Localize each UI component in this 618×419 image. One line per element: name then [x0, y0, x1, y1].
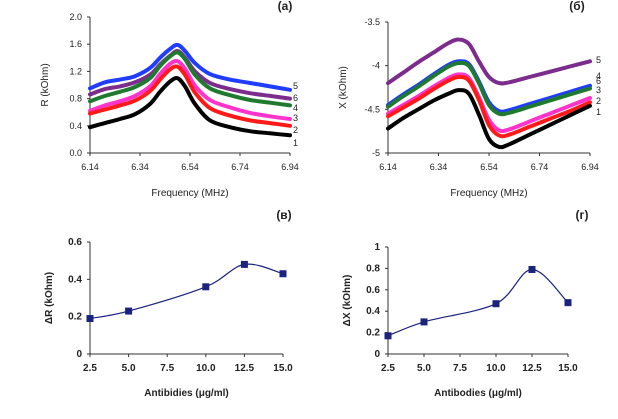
series-label: 1	[596, 107, 601, 117]
series-line-1	[89, 263, 284, 320]
panel-b-reactance-chart: 6.14 6.34 6.54 6.74 6.94 -5 -4.5 -4 -3.5 Frequenc…	[338, 0, 601, 199]
series-line-5	[386, 37, 592, 86]
x-axis-title: Antibodies (μg/ml)	[434, 388, 522, 399]
x-tick-label: 6.34	[430, 162, 448, 172]
series-label: 6	[293, 93, 298, 103]
x-tick-label: 6.94	[581, 162, 599, 172]
series-line-5	[88, 42, 292, 92]
panel-a-resistance-chart: 6.14 6.34 6.54 6.74 6.94 0.0 0.4 0.8 1.2 1.6 2.0 Fr…	[40, 0, 299, 199]
y-tick-label: 0	[374, 349, 380, 360]
series-line-6	[386, 60, 592, 117]
data-point-marker	[420, 318, 428, 326]
x-tick-label: 2.5	[83, 363, 97, 374]
x-tick-label: 12.5	[235, 363, 255, 374]
y-tick-label: 0.4	[69, 121, 82, 131]
series-line-2	[386, 74, 592, 139]
series-label: 3	[596, 85, 601, 95]
series-line-1	[387, 268, 569, 337]
series-line-3	[88, 58, 292, 121]
y-tick-label: 1.2	[69, 66, 82, 76]
y-tick-label: -4.5	[364, 104, 380, 114]
panel-label: (а)	[278, 0, 293, 13]
y-tick-label: 0.2	[68, 312, 82, 323]
data-point-marker	[384, 332, 392, 340]
x-tick-label: 6.94	[281, 162, 299, 172]
series-label: 3	[293, 113, 298, 123]
y-axis-title: X (kOhm)	[338, 66, 349, 109]
y-tick-label: -3.5	[364, 17, 380, 27]
series-label: 6	[596, 76, 601, 86]
y-tick-label: -4	[372, 61, 380, 71]
series-label: 5	[293, 81, 298, 91]
x-tick-label: 6.74	[531, 162, 549, 172]
series-line-2	[88, 64, 292, 128]
panel-label: (г)	[576, 208, 589, 222]
x-axis-title: Antibidies (μg/ml)	[144, 388, 228, 399]
series-label: 2	[596, 96, 601, 106]
x-tick-label: 6.14	[81, 162, 99, 172]
x-tick-label: 2.5	[381, 363, 395, 374]
data-point-marker	[279, 270, 287, 278]
y-tick-label: 0.6	[68, 237, 82, 248]
series-label: 1	[293, 138, 298, 148]
x-axis-title: Frequency (MHz)	[450, 188, 527, 199]
y-tick-label: 0.0	[69, 148, 82, 158]
data-point-marker	[125, 307, 133, 315]
data-point-marker	[240, 260, 248, 268]
x-tick-label: 6.74	[231, 162, 249, 172]
data-point-marker	[492, 300, 500, 308]
x-tick-label: 5.0	[417, 363, 431, 374]
x-tick-label: 6.54	[181, 162, 199, 172]
data-point-marker	[528, 265, 536, 273]
y-tick-label: 0.4	[366, 306, 380, 317]
y-tick-label: 0	[76, 349, 82, 360]
y-axis-title: ΔR (kOhm)	[44, 272, 55, 324]
x-tick-label: 12.5	[522, 363, 542, 374]
y-tick-label: 0.6	[366, 285, 380, 296]
y-axis-title: R (kOhm)	[40, 63, 51, 106]
series-label: 5	[596, 55, 601, 65]
x-tick-label: 15.0	[273, 363, 293, 374]
y-tick-label: 0.8	[366, 263, 380, 274]
series-line-1	[386, 88, 592, 150]
x-tick-label: 10.0	[196, 363, 216, 374]
panel-d-delta-x-chart: 2.5 5.0 7.5 10.0 12.5 15.0 0 0.2 0.4 0.6 0.8 1 Antib…	[342, 208, 589, 399]
series-label: 4	[293, 103, 298, 113]
data-point-marker	[564, 299, 572, 307]
series-line-1	[88, 76, 292, 138]
x-tick-label: 7.5	[453, 363, 467, 374]
data-point-marker	[202, 283, 210, 291]
x-tick-label: 6.34	[131, 162, 149, 172]
x-tick-label: 7.5	[160, 363, 174, 374]
series-line-4	[88, 50, 292, 108]
y-tick-label: -5	[372, 148, 380, 158]
y-tick-label: 1.6	[69, 39, 82, 49]
panel-label: (в)	[276, 208, 291, 222]
y-tick-label: 0.2	[366, 328, 380, 339]
y-tick-label: 0.4	[68, 274, 82, 285]
x-tick-label: 6.54	[480, 162, 498, 172]
series-label: 2	[293, 125, 298, 135]
y-axis-title: ΔX (kOhm)	[342, 275, 353, 327]
y-tick-label: 2.0	[69, 12, 82, 22]
y-tick-label: 0.8	[69, 94, 82, 104]
panel-c-delta-r-chart: 2.5 5.0 7.5 10.0 12.5 15.0 0 0.2 0.4 0.6 Antibidie…	[44, 208, 293, 399]
y-tick-label: 1	[374, 242, 380, 253]
x-tick-label: 10.0	[486, 363, 506, 374]
x-axis-title: Frequency (MHz)	[151, 188, 228, 199]
x-tick-label: 6.14	[379, 162, 397, 172]
data-point-marker	[86, 315, 94, 323]
x-tick-label: 15.0	[558, 363, 578, 374]
panel-label: (б)	[569, 0, 584, 13]
x-tick-label: 5.0	[122, 363, 136, 374]
series-label: 4	[596, 71, 601, 81]
